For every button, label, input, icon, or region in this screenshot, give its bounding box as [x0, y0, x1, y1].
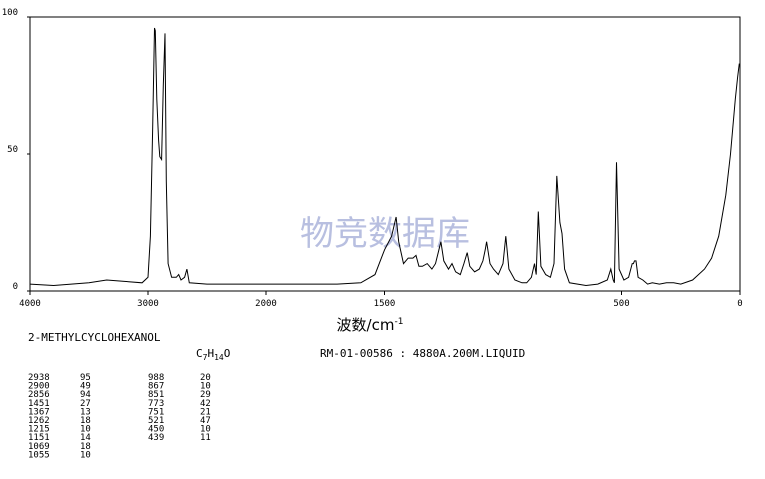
peak-intensity: 10: [200, 382, 211, 392]
y-tick-label: 0: [13, 282, 18, 292]
f: H: [207, 347, 214, 360]
peak-intensity: 42: [200, 399, 211, 409]
peak-wavenumber: 521: [148, 416, 164, 426]
peak-intensity: 10: [200, 425, 211, 435]
peak-wavenumber: 867: [148, 382, 164, 392]
f: O: [224, 347, 231, 360]
peak-intensity: 94: [80, 390, 91, 400]
x-tick-label: 2000: [255, 299, 277, 309]
peak-wavenumber: 2938: [28, 373, 50, 383]
spectrum-line: [29, 27, 740, 287]
x-tick-label: 1500: [374, 299, 396, 309]
y-tick-label: 50: [7, 145, 18, 155]
peak-intensity: 49: [80, 382, 91, 392]
f: C: [196, 347, 203, 360]
x-tick-label: 0: [737, 299, 742, 309]
peak-wavenumber: 1055: [28, 450, 50, 460]
peak-wavenumber: 439: [148, 433, 164, 443]
x-label-sup: -1: [394, 317, 403, 327]
peak-wavenumber: 773: [148, 399, 164, 409]
peak-intensity: 47: [200, 416, 211, 426]
peak-wavenumber: 1262: [28, 416, 50, 426]
peak-intensity: 13: [80, 407, 91, 417]
x-label-main: 波数/cm: [337, 316, 395, 334]
peak-wavenumber: 1451: [28, 399, 50, 409]
peak-wavenumber: 1215: [28, 425, 50, 435]
peak-wavenumber: 851: [148, 390, 164, 400]
peak-wavenumber: 1367: [28, 407, 50, 417]
peak-intensity: 10: [80, 450, 91, 460]
peak-wavenumber: 988: [148, 373, 164, 383]
peak-intensity: 18: [80, 442, 91, 452]
y-tick-label: 100: [2, 8, 18, 18]
peak-wavenumber: 1069: [28, 442, 50, 452]
peak-intensity: 18: [80, 416, 91, 426]
x-tick-label: 3000: [137, 299, 159, 309]
peak-intensity: 14: [80, 433, 91, 443]
f: 7: [203, 353, 208, 362]
peak-intensity: 29: [200, 390, 211, 400]
peak-wavenumber: 450: [148, 425, 164, 435]
peak-wavenumber: 1151: [28, 433, 50, 443]
x-tick-label: 500: [613, 299, 629, 309]
spectrum-id: RM-01-00586 : 4880A.200M.LIQUID: [320, 347, 525, 360]
peak-wavenumber: 2856: [28, 390, 50, 400]
peak-intensity: 21: [200, 407, 211, 417]
compound-name: 2-METHYLCYCLOHEXANOL: [28, 331, 161, 344]
x-axis-label: 波数/cm-1: [337, 316, 404, 334]
peak-intensity: 20: [200, 373, 211, 383]
formula: C7H14O: [196, 347, 230, 362]
peak-wavenumber: 751: [148, 407, 164, 417]
peak-wavenumber: 2900: [28, 382, 50, 392]
f: 14: [214, 353, 224, 362]
peak-intensity: 10: [80, 425, 91, 435]
peak-intensity: 27: [80, 399, 91, 409]
x-tick-label: 4000: [19, 299, 41, 309]
peak-intensity: 95: [80, 373, 91, 383]
peak-intensity: 11: [200, 433, 211, 443]
